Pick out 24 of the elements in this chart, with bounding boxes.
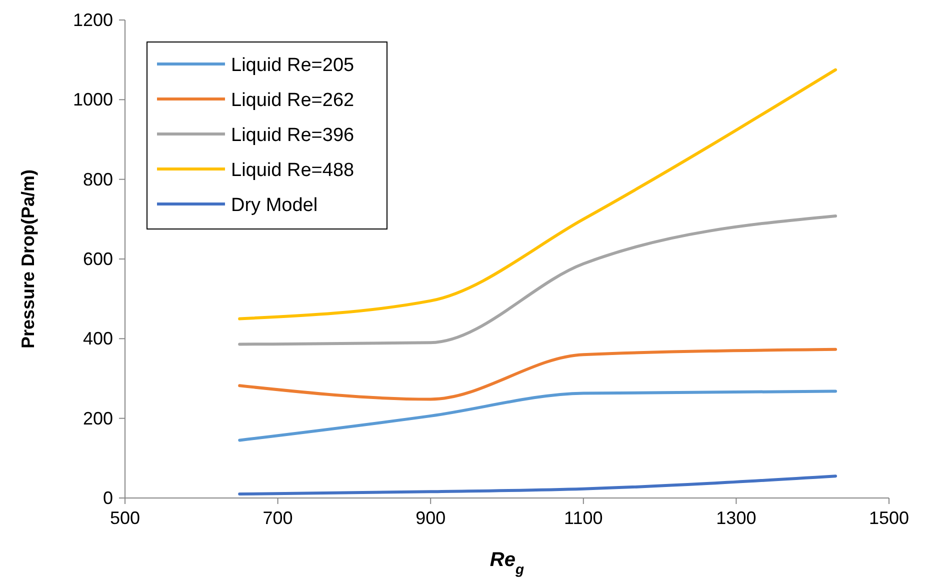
x-tick-label: 500: [110, 508, 140, 528]
legend-label: Liquid Re=488: [231, 160, 354, 181]
legend-label: Liquid Re=205: [231, 55, 354, 76]
legend-label: Liquid Re=262: [231, 90, 354, 111]
x-tick-label: 1300: [716, 508, 756, 528]
line-series: [238, 390, 838, 442]
y-tick-label: 400: [82, 328, 113, 349]
x-tick-label: 1100: [564, 508, 603, 528]
legend-label: Dry Model: [231, 195, 318, 216]
y-axis-title: Pressure Drop(Pa/m): [18, 169, 38, 349]
y-tick-label: 200: [82, 408, 113, 428]
x-tick-label: 1500: [868, 508, 910, 528]
y-tick-label: 1200: [72, 10, 113, 30]
y-tick-label: 1000: [72, 90, 113, 110]
y-tick-label: 600: [82, 249, 113, 269]
line-series: [238, 348, 838, 401]
x-tick-label: 900: [416, 508, 446, 528]
line-series: [238, 214, 838, 346]
legend-label: Liquid Re=396: [231, 125, 354, 146]
x-tick-label: 700: [262, 508, 293, 528]
line-series: [238, 474, 838, 496]
x-axis-title: Re$_{g}$: [490, 549, 525, 577]
y-tick-label: 0: [102, 488, 113, 508]
y-tick-label: 800: [82, 169, 113, 190]
